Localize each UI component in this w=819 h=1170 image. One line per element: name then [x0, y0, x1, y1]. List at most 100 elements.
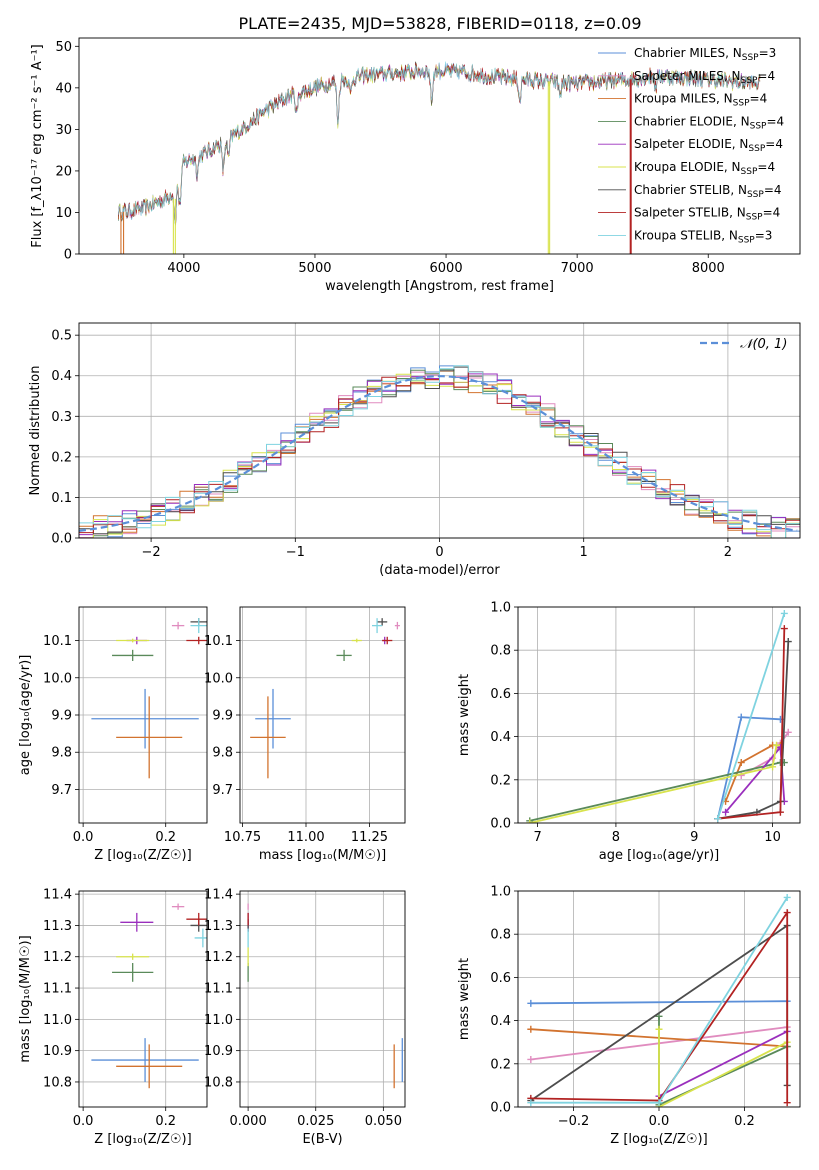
y-tick-label: 0.3	[51, 410, 72, 425]
y-tick-label: 10.1	[204, 634, 233, 649]
y-tick-label: 0.8	[490, 644, 511, 659]
x-tick-label: 0.0	[73, 1114, 94, 1129]
plot-area-mass_vs_EBV	[247, 903, 403, 1089]
y-tick-label: 11.1	[204, 982, 233, 997]
y-tick-label: 10	[55, 206, 72, 221]
spectrum-drop	[120, 212, 125, 254]
axes-frame	[78, 606, 208, 824]
weight-line	[529, 761, 785, 822]
weight-marker	[526, 819, 534, 823]
errorbar-point	[190, 618, 207, 634]
axes-frame	[78, 322, 801, 539]
plot-area-residuals	[79, 365, 800, 538]
plot-area-spectrum	[118, 61, 761, 254]
weight-series	[714, 609, 788, 823]
y-tick-label: 0.2	[490, 773, 511, 788]
weight-marker	[737, 759, 745, 767]
errorbar-point	[250, 696, 286, 779]
weight-marker	[527, 1055, 535, 1063]
y-tick-label: 0.0	[51, 532, 72, 547]
x-axis-label: Z [log₁₀(Z/Z☉)]	[610, 1132, 707, 1147]
y-tick-label: 30	[55, 123, 72, 138]
weight-marker	[783, 893, 791, 901]
y-tick-label: 10.9	[204, 1044, 233, 1059]
y-tick-label: 0.4	[51, 369, 72, 384]
weight-marker	[784, 638, 792, 646]
legend-residuals: 𝒩(0, 1)	[700, 337, 787, 352]
y-tick-label: 0.0	[490, 1101, 511, 1116]
y-tick-label: 50	[55, 40, 72, 55]
y-tick-label: 10.1	[43, 634, 72, 649]
axes-frame	[517, 606, 801, 824]
errorbar-point	[194, 928, 207, 948]
y-tick-label: 11.4	[43, 888, 72, 903]
weight-marker	[776, 808, 784, 816]
legend-label: Kroupa ELODIE, NSSP=4	[634, 160, 775, 177]
panel-age_vs_Z: 0.0 0.2 9.7 9.8 9.9 10.0 10.1 Z [log₁₀(Z/Z☉)] ag…	[18, 606, 208, 863]
y-tick-label: 11.4	[204, 888, 233, 903]
y-axis-label: age [log₁₀(age/yr)]	[18, 655, 33, 776]
legend-label: Salpeter MILES, NSSP=4	[634, 69, 775, 86]
weight-marker	[769, 763, 777, 771]
x-tick-label: 0	[435, 545, 443, 560]
errorbar-point	[120, 912, 154, 932]
panel-age_vs_mass: 10.75 11.00 11.25 9.7 9.8 9.9 10.0 10.1 mass [lo…	[204, 606, 406, 863]
weight-marker	[527, 999, 535, 1007]
weight-series	[714, 713, 784, 823]
x-tick-label: 8000	[692, 261, 725, 276]
plot-area-age_vs_mass	[250, 618, 400, 779]
y-tick-label: 0.8	[490, 928, 511, 943]
panel-mass_vs_Z: 0.0 0.2 10.8 10.9 11.0 11.1 11.2 11.3 11.4 Z [log…	[18, 888, 208, 1147]
legend-spectrum: Chabrier MILES, NSSP=3 Salpeter MILES, NS…	[598, 46, 784, 245]
x-tick-label: 4000	[167, 261, 200, 276]
x-tick-label: 10.75	[224, 830, 261, 845]
y-axis-label: mass [log₁₀(M/M☉)]	[18, 935, 33, 1062]
weight-marker	[655, 1025, 663, 1033]
gaussian-curve	[79, 375, 798, 532]
x-tick-label: 5000	[298, 261, 331, 276]
plot-area-age_vs_Z	[91, 618, 207, 779]
y-tick-label: 11.0	[43, 1013, 72, 1028]
errorbar-point	[116, 1044, 183, 1089]
errorbar-point	[351, 638, 362, 643]
x-tick-label: −0.2	[558, 1114, 590, 1129]
x-tick-label: 0.2	[155, 830, 176, 845]
x-tick-label: 7	[533, 830, 541, 845]
errorbar-point	[336, 649, 352, 661]
errorbar-point	[116, 696, 183, 779]
x-tick-label: 8	[612, 830, 620, 845]
y-tick-label: 11.2	[204, 950, 233, 965]
panel-mass_weight_vs_age: 7 8 9 10 0.0 0.2 0.4 0.6 0.8 1.0 age [log₁₀(age/yr…	[457, 601, 801, 863]
weight-marker	[783, 909, 791, 917]
legend-label: Salpeter STELIB, NSSP=4	[634, 206, 780, 223]
y-tick-label: 11.0	[204, 1013, 233, 1028]
x-tick-label: 0.050	[365, 1114, 402, 1129]
x-tick-label: 0.2	[155, 1114, 176, 1129]
y-tick-label: 0.6	[490, 687, 511, 702]
y-tick-label: 10.0	[204, 671, 233, 686]
y-tick-label: 10.9	[43, 1044, 72, 1059]
errorbar-point	[171, 621, 185, 630]
plot-area-mass_weight_vs_age	[526, 609, 792, 823]
errorbar-point	[112, 963, 154, 982]
weight-marker	[773, 741, 780, 749]
panel-mass_vs_EBV: 0.000 0.025 0.050 10.8 10.9 11.0 11.1 11.2 11.3 1…	[204, 888, 406, 1147]
axes-frame	[239, 606, 406, 824]
legend-label: Chabrier ELODIE, NSSP=4	[634, 114, 784, 131]
spectrum-drop	[629, 79, 632, 254]
errorbar-point	[171, 903, 185, 910]
x-tick-label: 0.025	[297, 1114, 334, 1129]
errorbar-point	[91, 1038, 199, 1082]
errorbar-point	[377, 618, 388, 626]
y-tick-label: 0.4	[490, 1014, 511, 1029]
weight-marker	[722, 808, 730, 816]
x-tick-label: 10	[764, 830, 781, 845]
histogram-step	[79, 365, 800, 538]
weight-series	[527, 893, 791, 1107]
weight-series	[714, 625, 788, 823]
y-tick-label: 10.8	[43, 1075, 72, 1090]
weight-line	[658, 1030, 788, 1098]
axes-frame	[239, 890, 406, 1108]
y-tick-label: 10.0	[43, 671, 72, 686]
